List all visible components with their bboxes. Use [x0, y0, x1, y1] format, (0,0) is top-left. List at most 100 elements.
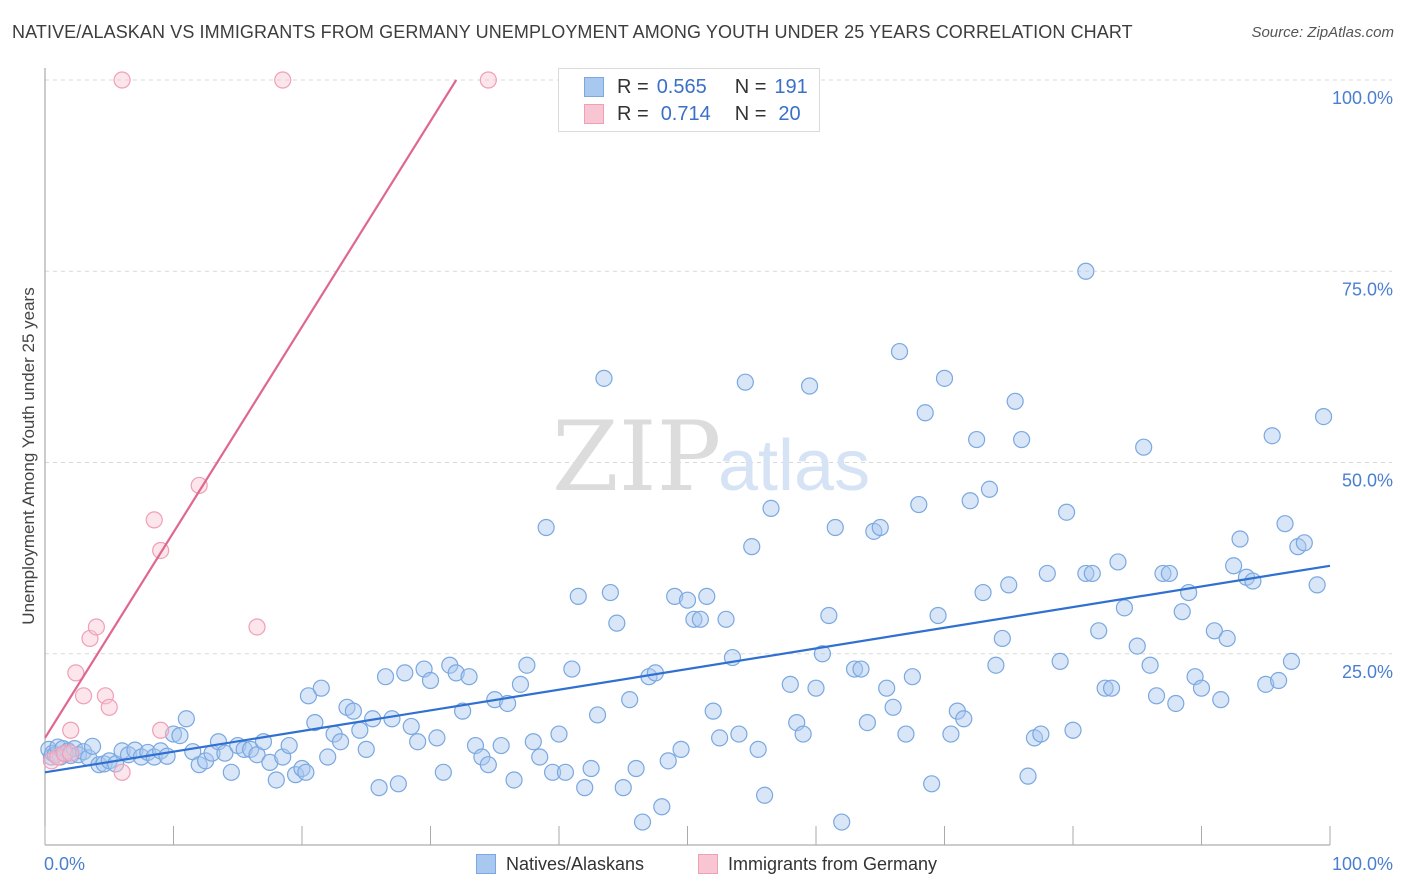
- scatter-point: [1225, 557, 1243, 575]
- scatter-point: [428, 729, 446, 747]
- scatter-point: [331, 733, 350, 751]
- scatter-point: [1154, 564, 1172, 583]
- scatter-point: [955, 710, 973, 728]
- scatter-point: [633, 813, 652, 831]
- legend-n-label: N =: [734, 102, 767, 125]
- scatter-point: [1096, 679, 1114, 697]
- bottom-legend-label: Natives/Alaskans: [506, 853, 645, 874]
- scatter-point: [1231, 530, 1249, 548]
- scatter-point: [807, 679, 825, 697]
- scatter-point: [1077, 262, 1095, 280]
- scatter-point: [1192, 679, 1211, 697]
- scatter-point: [698, 587, 716, 605]
- scatter-point: [402, 717, 420, 736]
- scatter-point: [588, 706, 607, 724]
- x-tick-label-max: 100.0%: [1332, 854, 1393, 874]
- scatter-point: [923, 775, 941, 793]
- scatter-point: [1077, 564, 1095, 583]
- scatter-point: [1269, 671, 1288, 690]
- scatter-point: [531, 748, 549, 766]
- scatter-point: [543, 763, 562, 781]
- scatter-point: [1012, 430, 1031, 449]
- scatter-point: [152, 721, 170, 739]
- scatter-point: [826, 518, 844, 537]
- scatter-point: [833, 813, 851, 831]
- scatter-point: [897, 725, 915, 743]
- scatter-point: [1205, 622, 1223, 640]
- bottom-swatch-blue: [476, 854, 496, 874]
- scatter-point: [524, 733, 542, 751]
- scatter-point: [1212, 691, 1230, 709]
- scatter-point: [1135, 438, 1153, 456]
- scatter-point: [601, 583, 620, 602]
- scatter-point: [164, 725, 183, 743]
- scatter-point: [1173, 603, 1191, 621]
- scatter-point: [190, 476, 208, 495]
- scatter-point: [582, 759, 600, 778]
- gridlines: [45, 79, 1392, 655]
- scatter-point: [344, 702, 362, 720]
- scatter-point: [569, 587, 587, 605]
- scatter-point: [177, 710, 195, 728]
- legend-r-value: 0.714: [660, 102, 711, 125]
- scatter-point: [454, 702, 472, 720]
- scatter-point: [267, 771, 285, 789]
- scatter-point: [890, 342, 909, 361]
- scatter-point: [755, 786, 774, 804]
- scatter-point: [261, 753, 279, 771]
- legend-n-value: 20: [778, 102, 801, 125]
- y-tick-label: 25.0%: [1342, 662, 1393, 682]
- scatter-point: [511, 675, 530, 693]
- scatter-point: [222, 763, 240, 781]
- scatter-point: [55, 744, 73, 762]
- scatter-point: [389, 775, 407, 793]
- scatter-point: [1064, 721, 1082, 739]
- scatter-point: [852, 660, 870, 678]
- legend-r-label: R =: [617, 75, 649, 98]
- trend-line-natives: [44, 564, 1331, 774]
- scatter-point: [621, 691, 639, 709]
- scatter-point: [608, 614, 626, 632]
- scatter-point: [743, 538, 761, 556]
- scatter-point: [1051, 652, 1069, 671]
- scatter-point: [730, 725, 748, 743]
- scatter-point: [100, 698, 118, 716]
- scatter-point: [297, 763, 315, 781]
- trend-lines: [44, 79, 1331, 774]
- scatter-point: [678, 591, 697, 609]
- scatter-point: [505, 771, 523, 789]
- scatter-point: [396, 664, 414, 682]
- scatter-point: [409, 733, 427, 751]
- legend-swatch-pink: [584, 104, 604, 124]
- legend-n-value: 191: [774, 75, 808, 98]
- y-tick-label: 100.0%: [1332, 88, 1393, 108]
- scatter-point: [845, 660, 864, 678]
- scatter-point: [421, 671, 440, 690]
- scatter-point: [479, 756, 497, 774]
- scatter-point: [563, 660, 581, 678]
- scatter-point: [1308, 576, 1326, 594]
- scatter-point: [87, 618, 106, 636]
- scatter-point: [980, 480, 999, 498]
- scatter-point: [74, 687, 93, 705]
- bottom-legend-natives: Natives/Alaskans: [476, 852, 644, 876]
- scatter-point: [781, 675, 799, 693]
- scatter-point: [820, 606, 838, 625]
- scatter-point: [762, 499, 780, 517]
- scatter-point: [113, 71, 131, 89]
- y-tick-labels: 25.0% 50.0% 75.0% 100.0%: [1332, 88, 1393, 682]
- scatter-point: [319, 748, 337, 766]
- scatter-point: [113, 763, 131, 781]
- scatter-point: [942, 725, 960, 743]
- scatter-point: [312, 679, 330, 697]
- scatter-point: [884, 698, 902, 716]
- scatter-point: [62, 721, 80, 739]
- scatter-point: [878, 679, 896, 697]
- scatter-point: [704, 702, 722, 720]
- y-tick-label: 75.0%: [1342, 279, 1393, 299]
- source-label: Source: ZipAtlas.com: [1251, 24, 1394, 41]
- scatter-point: [1314, 408, 1333, 426]
- scatter-point: [1090, 622, 1108, 640]
- y-axis-label: Unemployment Among Youth under 25 years: [19, 287, 38, 624]
